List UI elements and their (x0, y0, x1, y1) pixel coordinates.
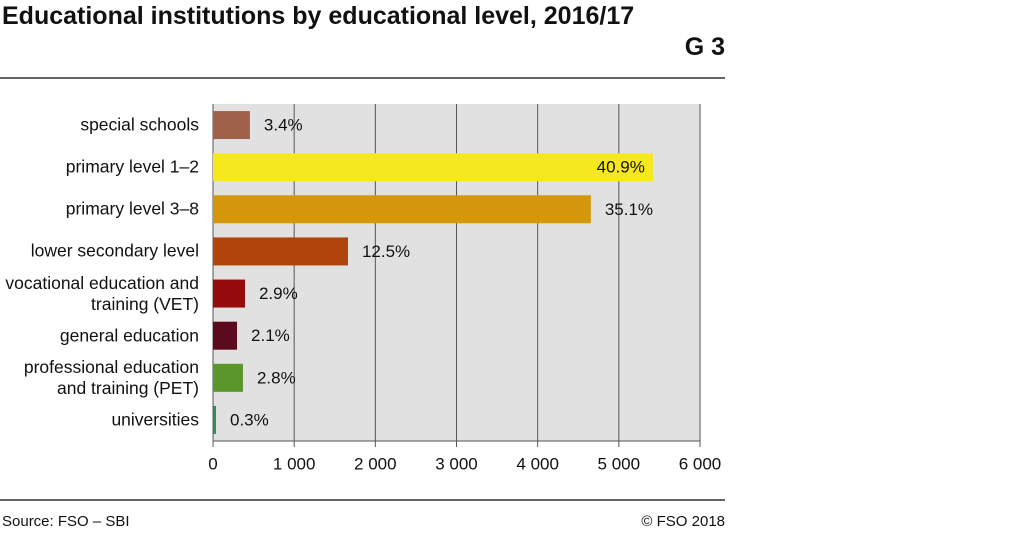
category-label: special schools (80, 114, 199, 135)
x-tick-label: 1 000 (273, 454, 316, 473)
category-label: universities (111, 409, 199, 430)
category-label: vocational education and training (VET) (5, 272, 199, 314)
bar (213, 363, 243, 392)
x-tick-label: 0 (208, 454, 217, 473)
x-tick-label: 4 000 (516, 454, 559, 473)
x-tick-label: 2 000 (354, 454, 397, 473)
value-label: 35.1% (605, 200, 653, 219)
bar (213, 195, 591, 224)
value-label: 2.8% (257, 368, 296, 387)
source: Source: FSO – SBI (2, 513, 130, 530)
bar (213, 153, 653, 182)
value-label: 3.4% (264, 116, 303, 135)
category-label: general education (59, 325, 199, 346)
category-label: primary level 1–2 (65, 156, 199, 177)
value-label: 2.1% (251, 326, 290, 345)
x-tick-label: 3 000 (435, 454, 478, 473)
x-tick-label: 5 000 (598, 454, 641, 473)
category-label: professional education and training (PET… (23, 356, 199, 398)
chart-title: Educational institutions by educational … (2, 2, 635, 30)
category-label: lower secondary level (30, 240, 199, 261)
category-label: primary level 3–8 (65, 198, 199, 219)
value-label: 2.9% (259, 284, 298, 303)
value-label: 12.5% (362, 242, 410, 261)
chart-code: G 3 (684, 33, 725, 61)
value-label: 40.9% (597, 158, 645, 177)
bar (213, 321, 238, 350)
bar (213, 405, 217, 434)
x-tick-label: 6 000 (679, 454, 722, 473)
copyright: © FSO 2018 (641, 513, 725, 530)
value-label: 0.3% (230, 410, 269, 429)
bar (213, 279, 245, 308)
bar (213, 237, 348, 266)
bar (213, 111, 250, 140)
